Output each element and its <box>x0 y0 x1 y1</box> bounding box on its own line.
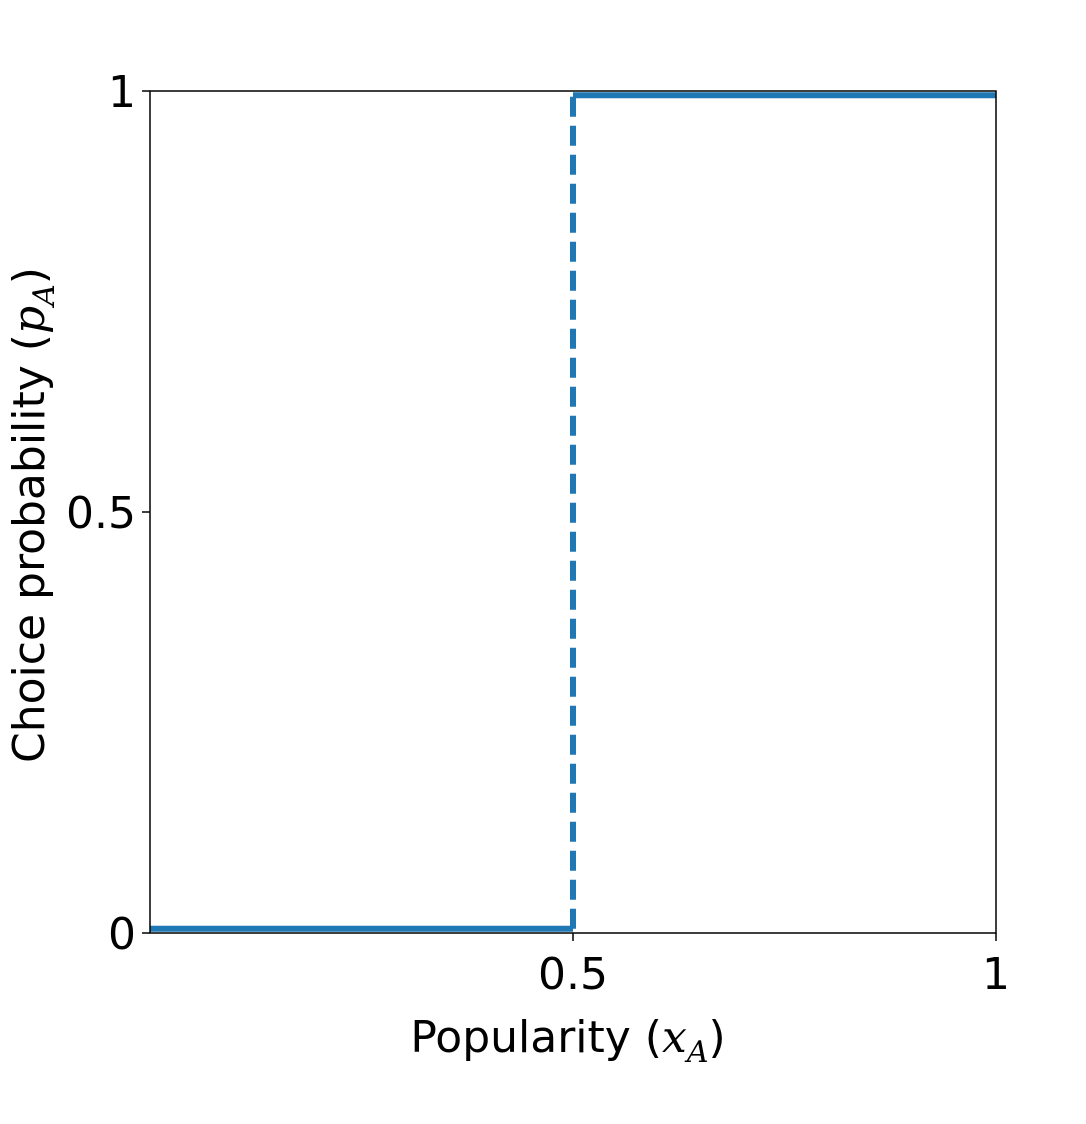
x-tick-label: 1 <box>982 949 1010 1000</box>
x-label-sub: A <box>684 1035 709 1070</box>
y-label-sub: A <box>27 284 62 309</box>
x-label-text: Popularity ( <box>410 1012 662 1063</box>
y-label-var: p <box>4 306 55 334</box>
y-tick-label: 0 <box>108 909 136 960</box>
y-axis-label: Choice probability (pA) <box>4 267 62 763</box>
y-tick-label: 1 <box>108 67 136 118</box>
x-tick-label: 0.5 <box>538 949 608 1000</box>
y-label-close: ) <box>4 267 55 284</box>
x-label-var: x <box>662 1012 687 1063</box>
x-axis-label: Popularity (xA) <box>410 1012 725 1070</box>
y-tick-label: 0.5 <box>66 488 136 539</box>
x-label-close: ) <box>708 1012 725 1063</box>
y-label-text: Choice probability ( <box>4 334 55 763</box>
